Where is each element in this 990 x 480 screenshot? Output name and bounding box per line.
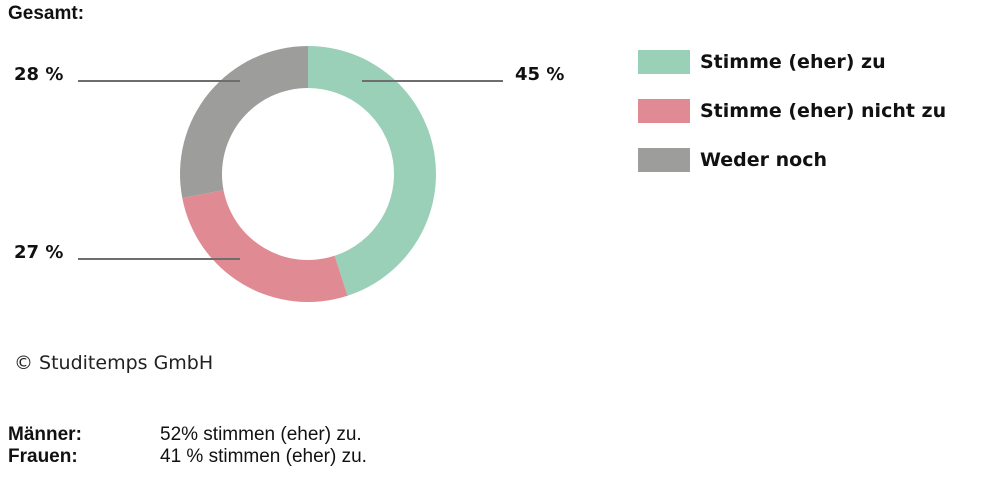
legend-item-neutral: Weder noch (638, 148, 946, 172)
data-label-agree: 45 % (515, 64, 565, 85)
group-value: 52% stimmen (eher) zu. (160, 424, 362, 445)
legend-label: Stimme (eher) zu (700, 51, 886, 73)
data-label-disagree: 27 % (14, 242, 64, 263)
legend-label: Weder noch (700, 149, 828, 171)
legend-swatch (638, 148, 690, 172)
chart-title: Gesamt: (8, 3, 85, 24)
legend: Stimme (eher) zu Stimme (eher) nicht zu … (638, 50, 946, 197)
data-label-neutral: 28 % (14, 64, 64, 85)
legend-item-agree: Stimme (eher) zu (638, 50, 946, 74)
slice-neutral (180, 46, 308, 198)
legend-label: Stimme (eher) nicht zu (700, 100, 947, 122)
breakdown-row-women: Frauen: 41 % stimmen (eher) zu. (8, 446, 367, 468)
breakdown-row-men: Männer: 52% stimmen (eher) zu. (8, 424, 362, 446)
group-value: 41 % stimmen (eher) zu. (160, 446, 367, 467)
slice-agree (308, 46, 436, 296)
group-label: Frauen: (8, 446, 78, 467)
legend-item-disagree: Stimme (eher) nicht zu (638, 99, 946, 123)
legend-swatch (638, 99, 690, 123)
legend-swatch (638, 50, 690, 74)
group-label: Männer: (8, 424, 82, 445)
slice-disagree (182, 190, 348, 303)
donut-chart (78, 46, 503, 303)
copyright-text: © Studitemps GmbH (14, 352, 214, 374)
